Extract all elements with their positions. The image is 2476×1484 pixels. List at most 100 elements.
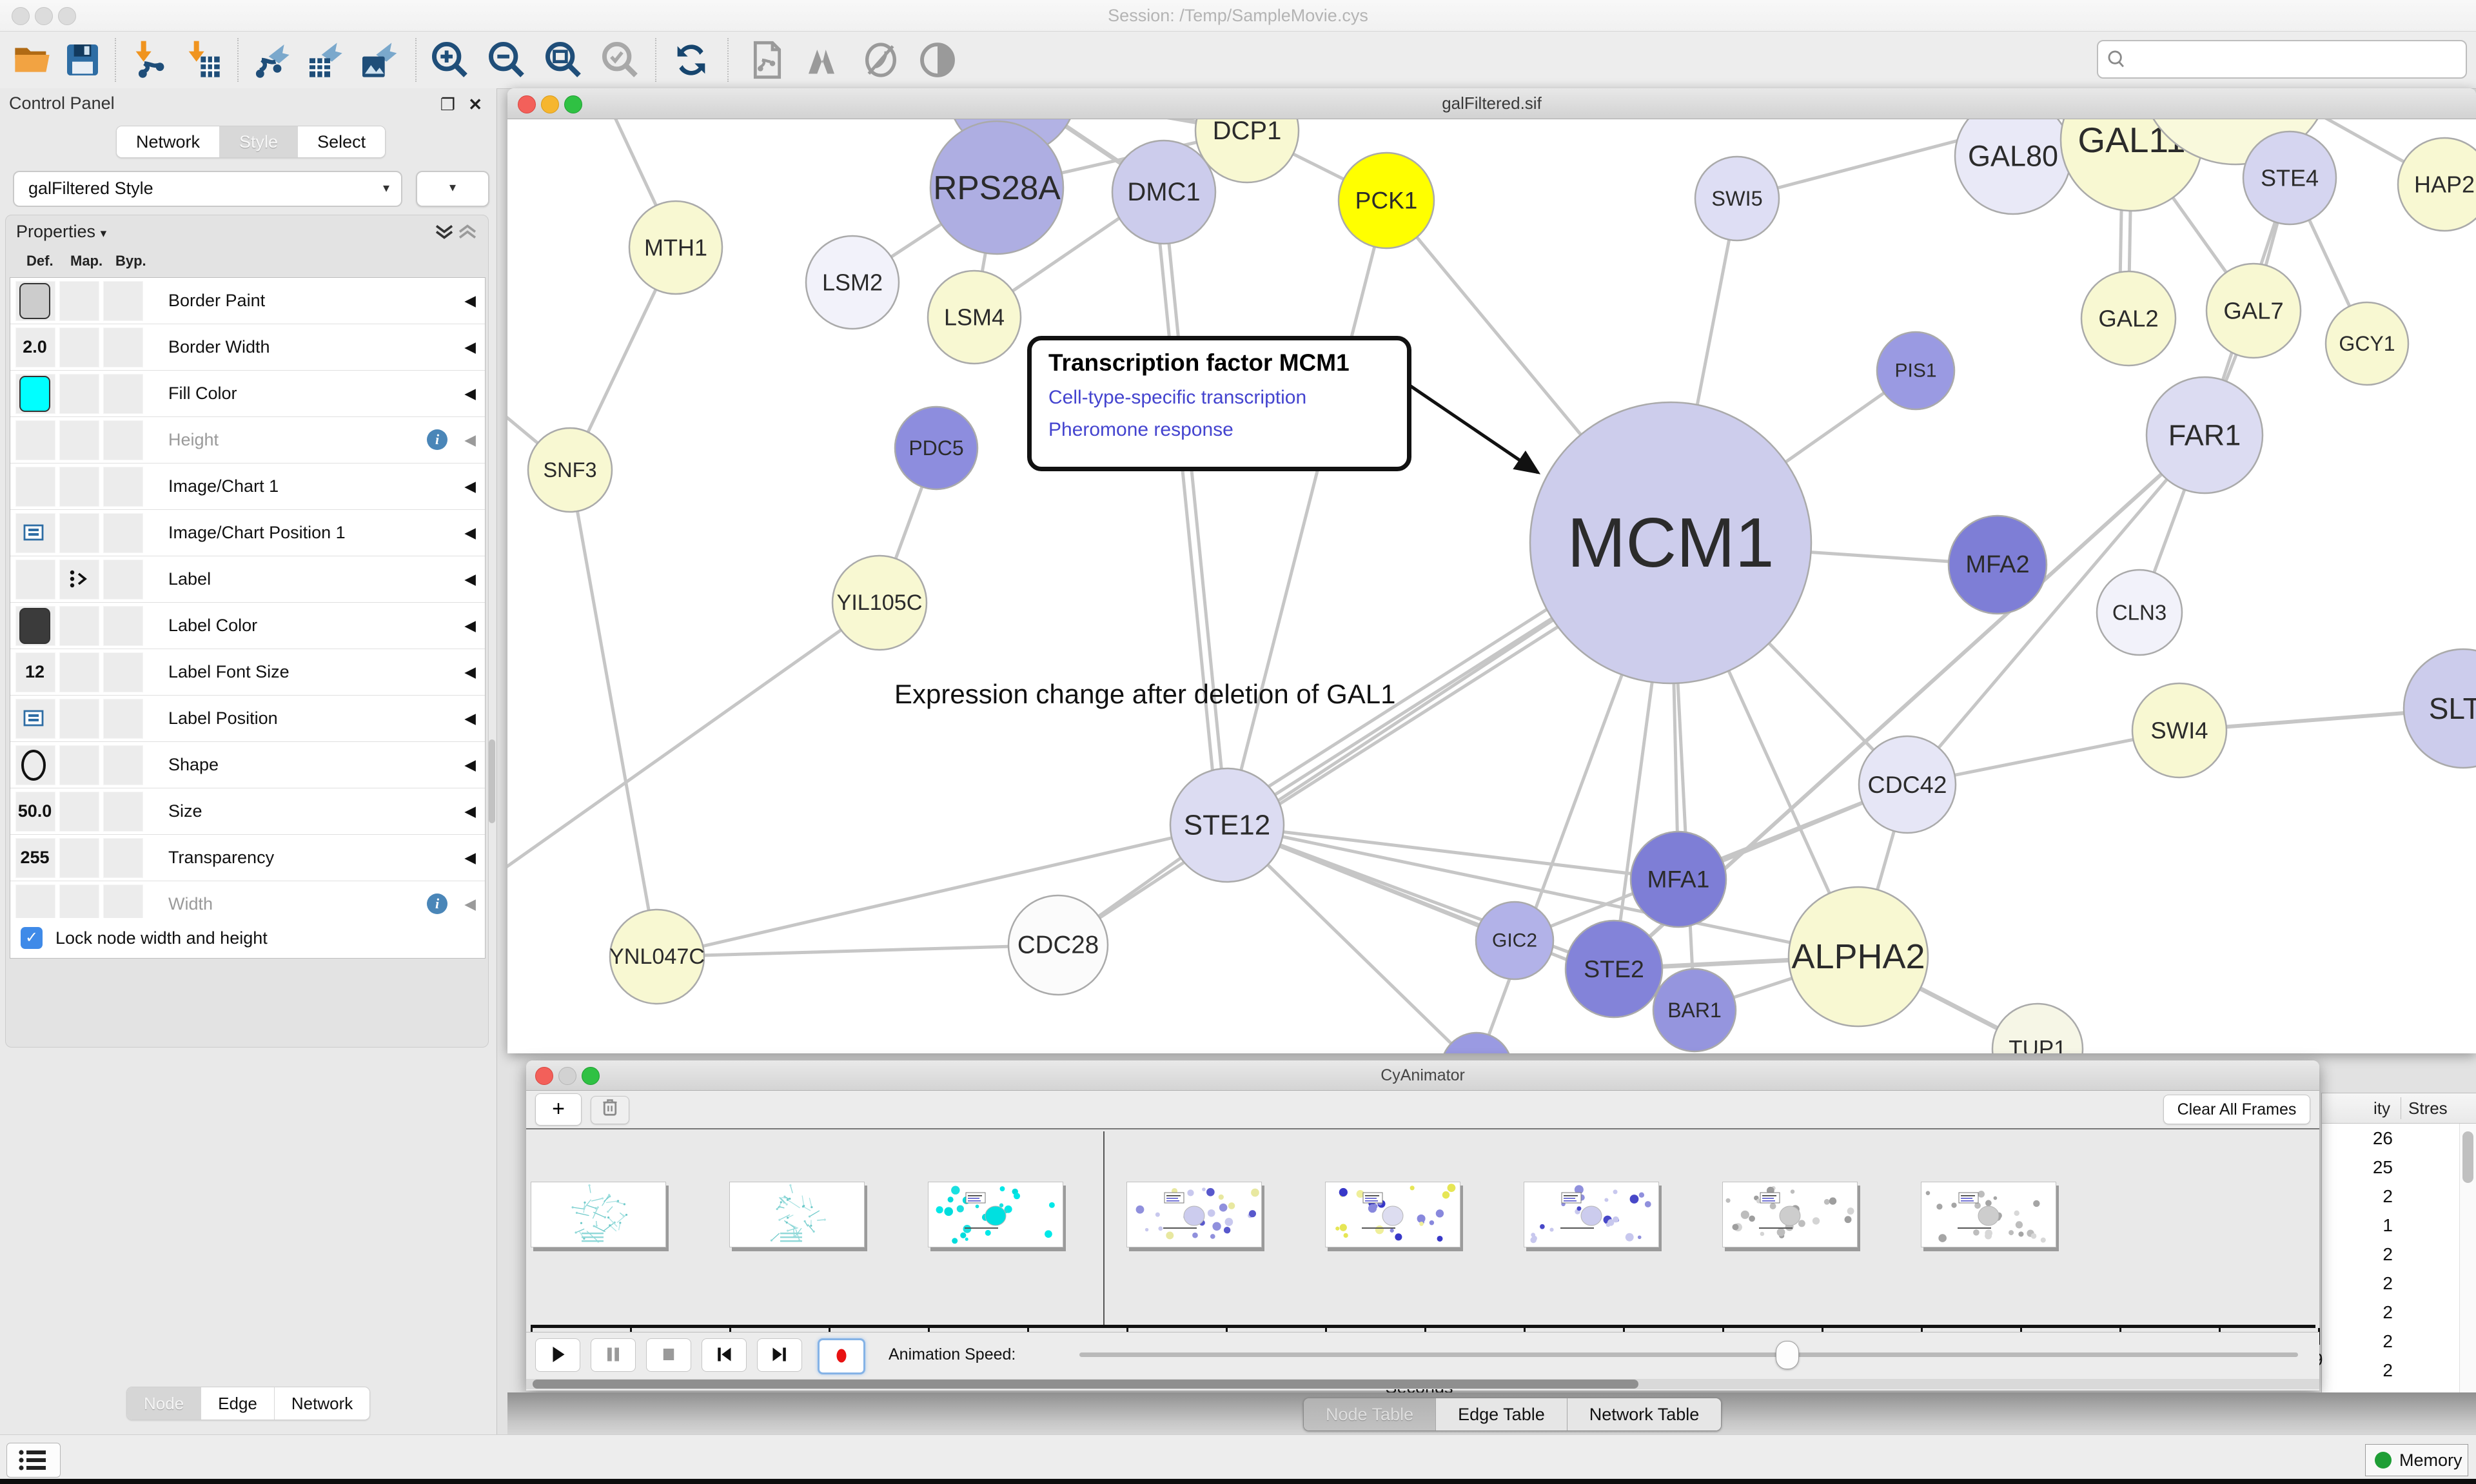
network-node-SWI5[interactable] <box>1694 155 1780 242</box>
mapping-cell[interactable] <box>59 838 99 878</box>
expand-arrow-icon[interactable]: ◀ <box>464 385 476 402</box>
tab-edge-table[interactable]: Edge Table <box>1436 1398 1567 1430</box>
table-cell-value[interactable]: 1 <box>2383 1215 2393 1235</box>
frames-timeline[interactable]: 0123456789 Seconds <box>526 1128 2323 1397</box>
table-cell-value[interactable]: 2 <box>2383 1360 2393 1380</box>
table-cell-value[interactable]: 26 <box>2372 1128 2393 1148</box>
close-panel-icon[interactable]: ✕ <box>468 95 482 114</box>
expand-arrow-icon[interactable]: ◀ <box>464 803 476 819</box>
mapping-cell[interactable] <box>59 884 99 924</box>
apply-layout-icon[interactable] <box>671 39 712 81</box>
default-value[interactable]: 12 <box>25 662 45 681</box>
panel-scrollbar[interactable] <box>489 739 495 823</box>
bypass-cell[interactable] <box>103 745 143 785</box>
network-node-GAL7[interactable] <box>2205 262 2302 359</box>
network-edge[interactable] <box>568 469 659 957</box>
bypass-cell[interactable] <box>103 652 143 692</box>
export-table-icon[interactable] <box>304 39 346 81</box>
default-cell[interactable] <box>15 467 55 507</box>
default-value[interactable]: 255 <box>20 848 50 867</box>
position-icon[interactable] <box>23 524 44 541</box>
open-session-icon[interactable] <box>12 39 53 81</box>
network-edge[interactable] <box>656 943 1059 959</box>
close-window-icon[interactable] <box>535 1067 553 1085</box>
maximize-window-icon[interactable] <box>58 7 76 25</box>
bypass-cell[interactable] <box>103 467 143 507</box>
expand-arrow-icon[interactable]: ◀ <box>464 710 476 727</box>
network-edge[interactable] <box>1226 823 1679 881</box>
bypass-cell[interactable] <box>103 884 143 924</box>
close-window-icon[interactable] <box>518 95 536 113</box>
network-node-STE4[interactable] <box>2242 130 2337 226</box>
network-edge[interactable] <box>1225 200 1388 826</box>
passthrough-mapping-icon[interactable] <box>68 569 90 589</box>
expand-arrow-icon[interactable]: ◀ <box>464 571 476 587</box>
clear-all-frames-button[interactable]: Clear All Frames <box>2163 1095 2310 1124</box>
default-cell[interactable] <box>15 652 55 692</box>
network-edge[interactable] <box>1906 434 2206 786</box>
lock-checkbox[interactable]: ✓ <box>21 927 43 949</box>
frame-thumbnail-2[interactable] <box>928 1182 1063 1247</box>
mapping-cell[interactable] <box>59 652 99 692</box>
export-network-icon[interactable] <box>251 39 293 81</box>
network-canvas[interactable]: RPS28A DCP1 DMC1 PCK1 SWI5 GAL80 GAL11 STE4 HAP2… <box>507 119 2476 1053</box>
network-node-MCM1[interactable] <box>1529 401 1813 685</box>
expand-arrow-icon[interactable]: ◀ <box>464 663 476 680</box>
network-edge[interactable] <box>1162 191 1229 826</box>
info-icon[interactable]: i <box>427 893 447 914</box>
tab-network[interactable]: Network <box>117 126 221 157</box>
float-panel-icon[interactable]: ❐ <box>440 95 455 114</box>
bypass-cell[interactable] <box>103 606 143 646</box>
network-edge[interactable] <box>1226 823 1859 959</box>
frame-thumbnail-7[interactable] <box>1921 1182 2056 1247</box>
close-window-icon[interactable] <box>12 7 30 25</box>
default-cell[interactable] <box>15 327 55 367</box>
expand-collapse-icons[interactable] <box>433 222 479 244</box>
export-image-icon[interactable] <box>357 39 398 81</box>
search-box[interactable] <box>2097 40 2467 79</box>
network-node-TUP1[interactable] <box>1991 1002 2084 1053</box>
mapping-cell[interactable] <box>59 374 99 414</box>
network-node-DCP1[interactable] <box>1194 119 1300 184</box>
memory-button[interactable]: Memory <box>2365 1444 2468 1476</box>
property-row[interactable]: Image/Chart Position 1 ◀ <box>10 510 485 556</box>
scrollbar-thumb[interactable] <box>2462 1131 2473 1183</box>
table-cell-value[interactable]: 2 <box>2383 1244 2393 1264</box>
network-node-LSM4[interactable] <box>927 269 1022 365</box>
table-column-stress[interactable]: Stres <box>2408 1098 2448 1118</box>
save-session-icon[interactable] <box>62 39 103 81</box>
network-node-FAR1[interactable] <box>2145 376 2264 494</box>
network-node-CDC42[interactable] <box>1858 735 1957 834</box>
property-row[interactable]: Fill Color ◀ <box>10 371 485 417</box>
expand-arrow-icon[interactable]: ◀ <box>464 895 476 912</box>
property-row[interactable]: Height i ◀ <box>10 417 485 464</box>
table-scrollbar[interactable] <box>2459 1124 2476 1392</box>
table-cell-value[interactable]: 2 <box>2383 1302 2393 1322</box>
animation-speed-slider[interactable] <box>1079 1352 2298 1357</box>
frame-thumbnail-3[interactable] <box>1126 1182 1262 1247</box>
network-node-STE12[interactable] <box>1169 767 1285 883</box>
tab-select[interactable]: Select <box>298 126 386 157</box>
property-row[interactable]: 50.0 Size ◀ <box>10 788 485 835</box>
default-cell[interactable] <box>15 792 55 832</box>
network-node-BAR1[interactable] <box>1652 968 1737 1053</box>
annotation-link-2[interactable]: Pheromone response <box>1048 419 1233 440</box>
network-node-HAP2[interactable] <box>2397 137 2476 232</box>
network-node-MFA1[interactable] <box>1629 830 1727 928</box>
annotation-box[interactable]: Transcription factor MCM1 Cell-type-spec… <box>1027 336 1411 471</box>
mapping-cell[interactable] <box>59 792 99 832</box>
expand-arrow-icon[interactable]: ◀ <box>464 849 476 866</box>
network-edge[interactable] <box>656 823 1228 959</box>
network-node-PCK1[interactable] <box>1337 151 1435 249</box>
property-row[interactable]: 12 Label Font Size ◀ <box>10 649 485 696</box>
expand-arrow-icon[interactable]: ◀ <box>464 431 476 448</box>
chevron-down-icon[interactable]: ▾ <box>100 227 107 240</box>
table-cell-value[interactable]: 2 <box>2383 1186 2393 1206</box>
network-edge[interactable] <box>507 601 881 880</box>
timeline-cursor[interactable] <box>1103 1131 1105 1327</box>
network-window-titlebar[interactable]: galFiltered.sif <box>507 88 2476 119</box>
delete-frame-button[interactable] <box>591 1096 629 1124</box>
import-table-icon[interactable] <box>182 39 223 81</box>
style-selector-dropdown[interactable]: galFiltered Style ▾ <box>13 171 402 207</box>
tab-style[interactable]: Style <box>220 126 299 157</box>
